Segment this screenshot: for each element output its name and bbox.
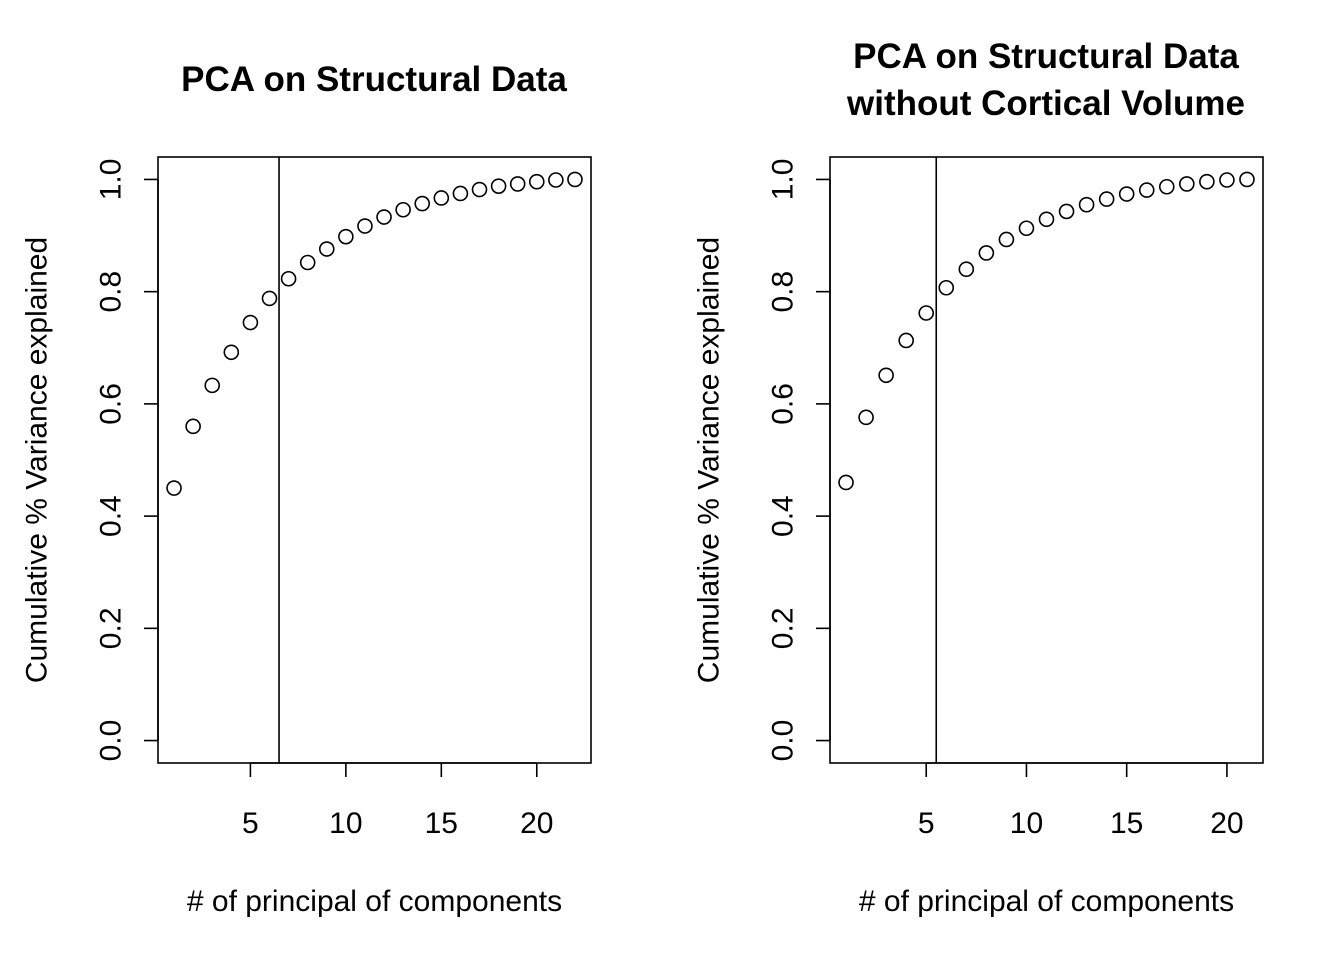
data-point [567,171,583,188]
data-point [528,173,545,190]
x-tick-label: 20 [520,807,553,840]
data-point [938,279,955,296]
y-tick-label: 0.6 [767,383,800,425]
data-point [1038,211,1055,228]
x-axis-label: # of principal of components [187,885,562,918]
data-point [242,314,259,331]
x-tick-label: 20 [1210,807,1243,840]
data-point [958,261,975,278]
data-point [1118,186,1135,202]
left-chart-panel: PCA on Structural Data 5 10 15 20 0.0 0.2 0.4 0.… [21,60,592,918]
x-tick-label: 10 [329,807,362,840]
data-point [299,254,316,271]
y-tick-label: 0.8 [95,271,128,313]
data-point [223,344,240,361]
data-point [414,195,431,212]
data-point [878,367,894,384]
data-point [1239,171,1255,188]
y-tick-label: 0.0 [767,720,800,762]
data-point [261,290,278,307]
y-tick-label: 0.0 [95,720,128,762]
chart-title-line-1: PCA on Structural Data [853,37,1239,76]
data-point [858,409,874,426]
y-tick-label: 0.6 [95,383,128,425]
x-tick-label: 15 [1110,807,1143,840]
data-point [898,332,914,349]
x-tick-label: 10 [1010,807,1043,840]
data-point [1158,178,1175,195]
data-point [280,270,297,287]
data-point [1018,220,1035,237]
data-point [978,245,995,261]
data-point [548,172,564,188]
y-tick-label: 0.8 [767,271,800,313]
y-tick-label: 1.0 [767,159,800,201]
data-point [471,181,488,198]
x-axis-label: # of principal of components [859,885,1234,918]
plot-frame [829,156,1264,764]
data-point [185,418,201,435]
data-point [166,480,182,496]
x-tick-label: 5 [918,807,935,840]
data-point [433,190,450,206]
y-tick-label: 0.4 [767,495,800,537]
data-point [338,228,354,245]
data-point [838,474,854,491]
data-point [1098,191,1115,207]
data-point [1078,196,1095,213]
data-point [1058,203,1075,220]
data-point [318,241,335,257]
y-axis-label: Cumulative % Variance explained [21,237,54,683]
data-point [490,178,507,194]
data-point [1179,176,1195,192]
y-axis-label: Cumulative % Variance explained [693,237,726,683]
x-tick-label: 15 [425,807,458,840]
data-point [1219,172,1235,188]
y-tick-label: 0.2 [95,607,128,649]
data-point [1138,182,1155,198]
chart-title-line-2: without Cortical Volume [846,84,1245,123]
data-point [509,176,526,192]
plot-frame [157,156,592,764]
data-point [918,305,935,321]
y-tick-label: 1.0 [95,159,128,201]
data-point [204,377,221,394]
data-point [376,209,392,225]
y-tick-label: 0.2 [767,607,800,649]
x-tick-label: 5 [242,807,259,840]
data-point [357,218,373,234]
data-point [452,185,469,202]
data-point [395,201,411,218]
y-tick-label: 0.4 [95,495,128,537]
data-point [1199,173,1215,190]
right-chart-panel: PCA on Structural Data without Cortical V… [693,37,1264,918]
data-point [998,231,1015,248]
chart-title-line-1: PCA on Structural Data [181,60,567,99]
